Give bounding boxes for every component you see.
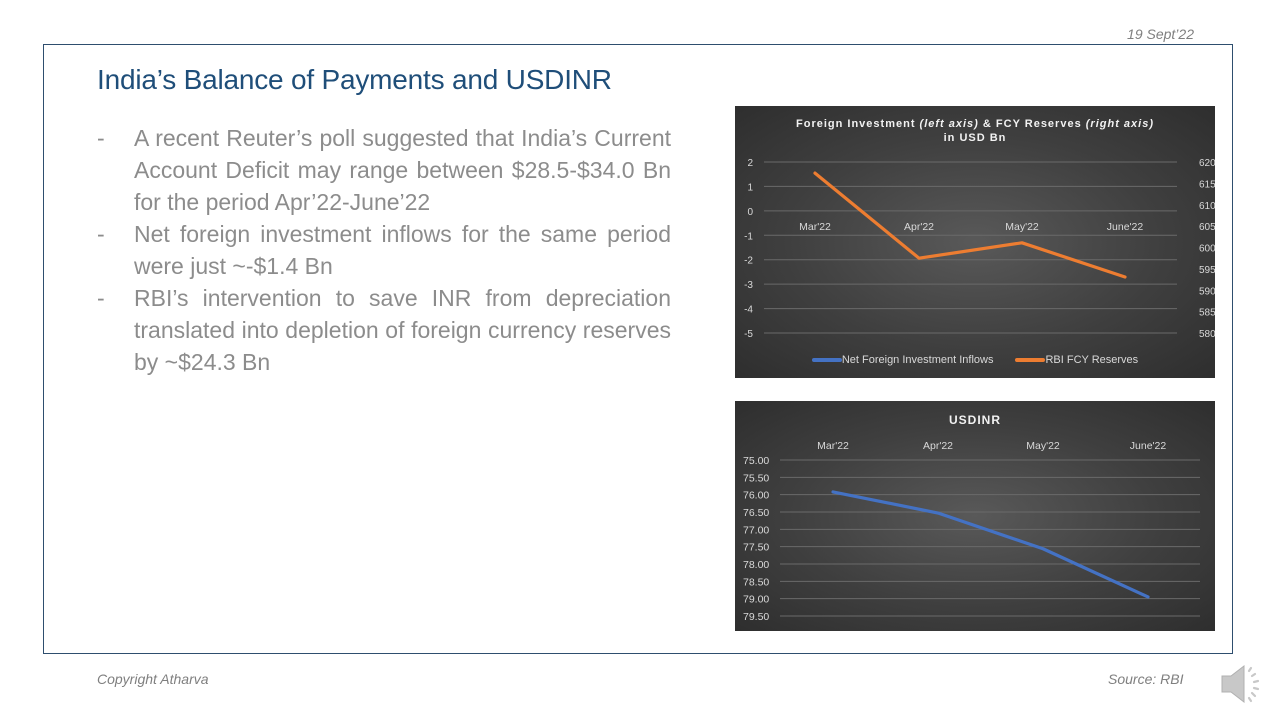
svg-text:Mar'22: Mar'22: [799, 221, 831, 233]
svg-text:Apr'22: Apr'22: [923, 440, 953, 452]
svg-text:585: 585: [1199, 308, 1215, 319]
svg-text:76.00: 76.00: [743, 490, 769, 502]
copyright-text: Copyright Atharva: [97, 671, 209, 687]
bullet-list: - A recent Reuter’s poll suggested that …: [97, 122, 671, 378]
chart-title: Foreign Investment (left axis) & FCY Res…: [796, 118, 1154, 144]
svg-text:2: 2: [747, 158, 753, 169]
usdinr-plot: 75.00 75.50 76.00 76.50 77.00 77.50 78.00 78.50…: [743, 440, 1200, 623]
svg-text:June'22: June'22: [1130, 440, 1167, 452]
slide-frame: [43, 44, 1233, 654]
usdinr-chart: USDINR 75.00 75.50 76.00 76.50 77.00 77.50 78.…: [735, 401, 1215, 631]
svg-text:605: 605: [1199, 222, 1215, 233]
svg-text:-3: -3: [744, 280, 753, 291]
bullet-text: A recent Reuter’s poll suggested that In…: [134, 125, 671, 215]
svg-text:May'22: May'22: [1005, 221, 1039, 233]
svg-text:595: 595: [1199, 265, 1215, 276]
source-text: Source: RBI: [1108, 671, 1184, 687]
bullet-text: Net foreign investment inflows for the s…: [134, 221, 671, 279]
bullet-item: - RBI’s intervention to save INR from de…: [97, 282, 671, 378]
svg-text:590: 590: [1199, 286, 1215, 297]
svg-text:580: 580: [1199, 329, 1215, 340]
svg-text:610: 610: [1199, 201, 1215, 212]
svg-text:75.50: 75.50: [743, 472, 769, 484]
svg-text:June'22: June'22: [1107, 221, 1144, 233]
svg-text:1: 1: [747, 182, 753, 193]
slide-title: India’s Balance of Payments and USDINR: [97, 64, 612, 95]
fi-fcy-plot: 2 1 0 -1 -2 -3 -4 -5 620 615 610 605 600 595 590 585 580…: [744, 158, 1215, 340]
legend-swatch-orange: [1015, 358, 1046, 362]
chart-legend: Net Foreign Investment Inflows RBI FCY R…: [735, 354, 1215, 366]
bullet-dash: -: [97, 125, 105, 151]
slide-date: 19 Sept’22: [1127, 26, 1194, 42]
chart-title: USDINR: [948, 413, 1001, 427]
bullet-dash: -: [97, 285, 105, 311]
svg-text:620: 620: [1199, 158, 1215, 169]
svg-text:76.50: 76.50: [743, 507, 769, 519]
speaker-icon[interactable]: [1218, 660, 1266, 708]
bullet-dash: -: [97, 221, 105, 247]
svg-text:615: 615: [1199, 179, 1215, 190]
bullet-item: - A recent Reuter’s poll suggested that …: [97, 122, 671, 218]
svg-text:77.50: 77.50: [743, 542, 769, 554]
svg-text:Mar'22: Mar'22: [817, 440, 849, 452]
svg-text:78.50: 78.50: [743, 576, 769, 588]
svg-text:79.50: 79.50: [743, 611, 769, 623]
svg-text:-5: -5: [744, 329, 753, 340]
fi-fcy-chart: Foreign Investment (left axis) & FCY Res…: [735, 106, 1215, 378]
svg-text:-1: -1: [744, 231, 753, 242]
legend-item-net-fi: Net Foreign Investment Inflows: [811, 354, 993, 366]
svg-text:75.00: 75.00: [743, 455, 769, 467]
svg-text:0: 0: [747, 207, 753, 218]
legend-swatch-blue: [811, 358, 842, 362]
svg-text:Apr'22: Apr'22: [904, 221, 934, 233]
legend-item-fcy: RBI FCY Reserves: [1015, 354, 1138, 366]
bullet-text: RBI’s intervention to save INR from depr…: [134, 285, 671, 375]
bullet-item: - Net foreign investment inflows for the…: [97, 218, 671, 282]
svg-text:-4: -4: [744, 305, 753, 316]
svg-text:78.00: 78.00: [743, 559, 769, 571]
svg-text:79.00: 79.00: [743, 594, 769, 606]
svg-text:May'22: May'22: [1026, 440, 1060, 452]
svg-text:-2: -2: [744, 256, 753, 267]
svg-text:77.00: 77.00: [743, 524, 769, 536]
svg-text:600: 600: [1199, 244, 1215, 255]
